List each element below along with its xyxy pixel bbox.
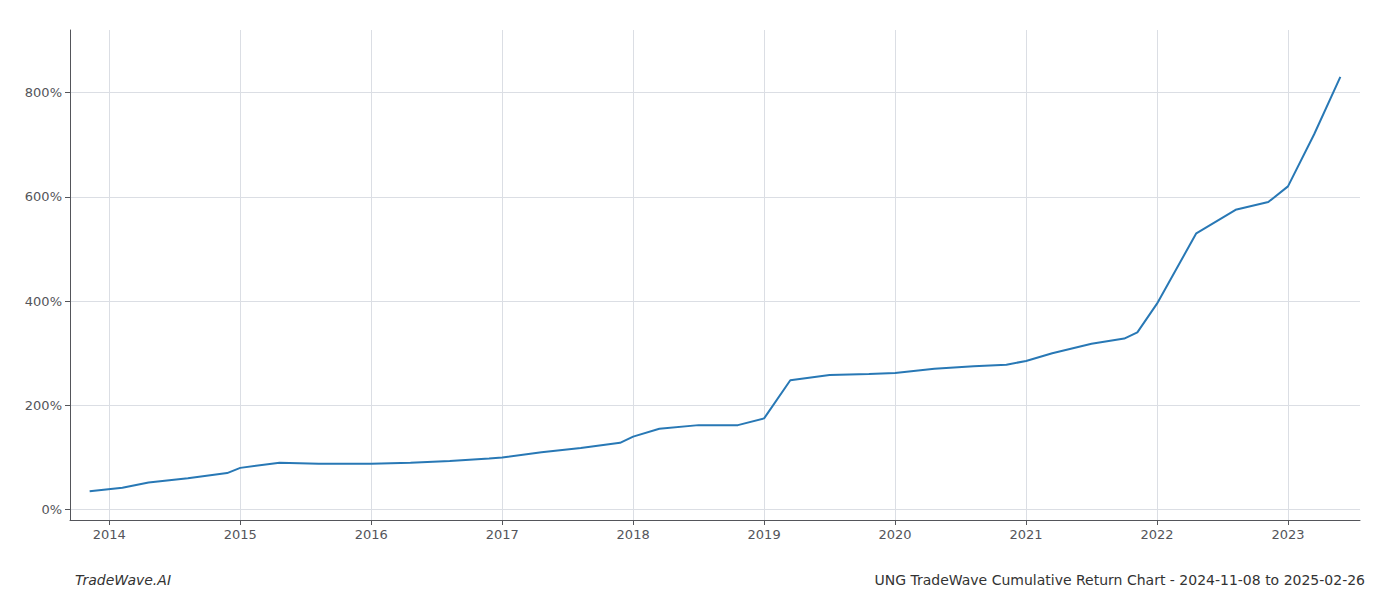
- svg-text:2021: 2021: [1009, 527, 1042, 542]
- svg-text:2018: 2018: [617, 527, 650, 542]
- svg-text:2022: 2022: [1140, 527, 1173, 542]
- svg-text:2017: 2017: [486, 527, 519, 542]
- svg-text:600%: 600%: [25, 189, 62, 204]
- svg-text:2020: 2020: [879, 527, 912, 542]
- svg-text:2014: 2014: [93, 527, 126, 542]
- svg-text:800%: 800%: [25, 85, 62, 100]
- svg-text:2015: 2015: [224, 527, 257, 542]
- svg-text:200%: 200%: [25, 398, 62, 413]
- svg-text:UNG TradeWave Cumulative Retur: UNG TradeWave Cumulative Return Chart - …: [874, 572, 1365, 588]
- svg-text:0%: 0%: [41, 502, 62, 517]
- svg-text:2019: 2019: [748, 527, 781, 542]
- svg-text:2023: 2023: [1271, 527, 1304, 542]
- svg-text:TradeWave.AI: TradeWave.AI: [75, 572, 171, 588]
- svg-text:400%: 400%: [25, 294, 62, 309]
- svg-text:2016: 2016: [355, 527, 388, 542]
